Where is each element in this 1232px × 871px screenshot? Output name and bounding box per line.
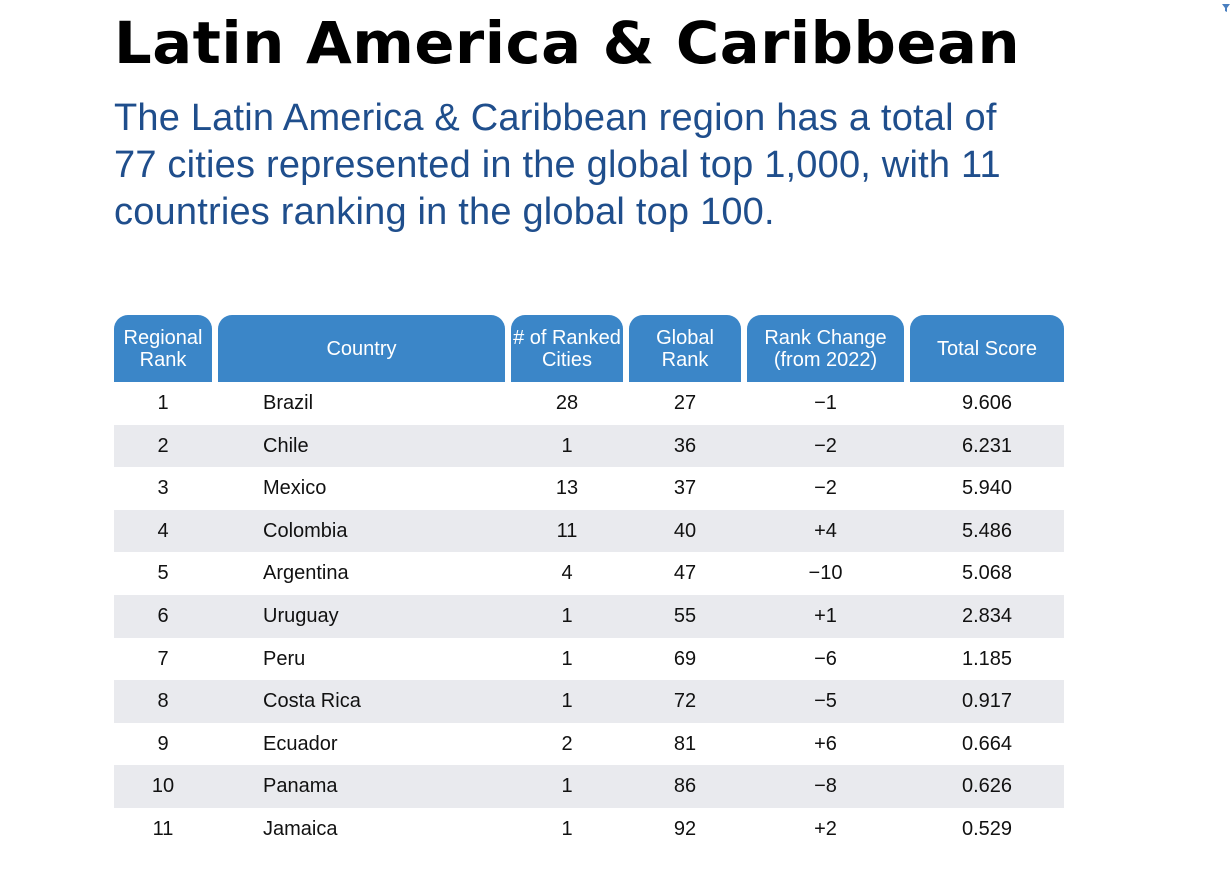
cell-regional-rank: 2: [157, 434, 169, 457]
cell-global-rank: 86: [673, 775, 697, 798]
cell-rank-change: −2: [814, 434, 837, 457]
table-row: 2 Chile 1 36 −2 6.231: [114, 424, 1064, 468]
cell-global-rank: 27: [673, 392, 697, 414]
cell-global-rank: 92: [673, 817, 697, 840]
cell-ranked-cities: 1: [561, 817, 573, 840]
table-row: 8 Costa Rica 1 72 −5 0.917: [114, 680, 1064, 723]
cell-regional-rank: 9: [157, 732, 169, 755]
cell-regional-rank: 7: [157, 647, 169, 670]
table-row: 4 Colombia 11 40 +4 5.486: [114, 509, 1064, 553]
cell-total-score: 0.529: [961, 817, 1013, 840]
cell-regional-rank: 6: [157, 604, 169, 627]
table-row: 5 Argentina 4 47 −10 5.068: [114, 552, 1064, 595]
cell-country: Panama: [263, 775, 338, 798]
cell-total-score: 0.917: [961, 690, 1013, 713]
header-country: Country: [218, 315, 505, 382]
table-row: 6 Uruguay 1 55 +1 2.834: [114, 594, 1064, 638]
cell-ranked-cities: 1: [561, 604, 573, 627]
cell-regional-rank: 4: [157, 519, 169, 542]
cell-total-score: 5.940: [961, 477, 1013, 500]
header-global-rank: Global Rank: [629, 315, 741, 382]
rankings-table: Regional Rank Country # of Ranked Cities…: [114, 315, 1064, 851]
cell-ranked-cities: 2: [561, 732, 573, 755]
cell-ranked-cities: 1: [561, 647, 573, 670]
cell-country: Peru: [263, 647, 306, 670]
cell-global-rank: 40: [673, 519, 697, 542]
cell-regional-rank: 3: [157, 477, 169, 500]
table-body: 1 Brazil 28 27 −1 9.606 2 Chile 1 36 −2 …: [114, 382, 1064, 851]
page-title: Latin America & Caribbean: [114, 9, 1021, 77]
table-row: 11 Jamaica 1 92 +2 0.529: [114, 808, 1064, 851]
header-rank-change: Rank Change (from 2022): [747, 315, 904, 382]
cell-total-score: 2.834: [961, 604, 1013, 627]
cell-ranked-cities: 11: [556, 519, 578, 542]
cell-country: Brazil: [263, 392, 314, 414]
cell-ranked-cities: 1: [561, 775, 573, 798]
cell-rank-change: −5: [814, 690, 837, 713]
cell-country: Mexico: [263, 477, 327, 500]
cell-rank-change: −2: [814, 477, 837, 500]
cell-ranked-cities: 1: [561, 690, 573, 713]
cell-global-rank: 47: [673, 562, 697, 585]
table-row: 7 Peru 1 69 −6 1.185: [114, 638, 1064, 681]
cell-country: Costa Rica: [263, 690, 361, 713]
cell-global-rank: 55: [673, 604, 697, 627]
cell-country: Uruguay: [263, 604, 339, 627]
cell-ranked-cities: 13: [555, 477, 579, 500]
cell-global-rank: 36: [673, 434, 697, 457]
cell-global-rank: 69: [673, 647, 697, 670]
cell-total-score: 1.185: [961, 647, 1013, 670]
cell-rank-change: −8: [814, 775, 837, 798]
table-row: 1 Brazil 28 27 −1 9.606: [114, 382, 1064, 425]
cell-regional-rank: 1: [157, 392, 169, 414]
cell-global-rank: 72: [673, 690, 697, 713]
cell-regional-rank: 10: [151, 775, 175, 798]
cell-rank-change: +4: [814, 519, 837, 542]
cell-country: Chile: [263, 434, 309, 457]
cell-ranked-cities: 4: [561, 562, 573, 585]
table-row: 10 Panama 1 86 −8 0.626: [114, 765, 1064, 808]
cell-total-score: 5.486: [961, 519, 1013, 542]
cell-total-score: 5.068: [961, 562, 1013, 585]
cell-global-rank: 37: [673, 477, 697, 500]
cell-country: Ecuador: [263, 732, 338, 755]
header-total-score: Total Score: [910, 315, 1064, 382]
cell-rank-change: −6: [814, 647, 837, 670]
header-regional-rank: Regional Rank: [114, 315, 212, 382]
table-row: 3 Mexico 13 37 −2 5.940: [114, 467, 1064, 510]
cell-rank-change: +2: [814, 817, 837, 840]
cell-rank-change: −1: [814, 392, 837, 414]
page-subtitle: The Latin America & Caribbean region has…: [114, 97, 1001, 233]
table-header: Regional Rank Country # of Ranked Cities…: [114, 315, 1064, 382]
cell-ranked-cities: 1: [561, 434, 573, 457]
table-row: 9 Ecuador 2 81 +6 0.664: [114, 723, 1064, 766]
cell-rank-change: −10: [808, 562, 843, 585]
header-ranked-cities: # of Ranked Cities: [511, 315, 623, 382]
cell-country: Colombia: [263, 519, 348, 542]
cell-total-score: 0.626: [961, 775, 1013, 798]
cell-regional-rank: 5: [157, 562, 169, 585]
cell-country: Argentina: [263, 562, 349, 585]
cell-rank-change: +6: [814, 732, 837, 755]
filter-icon: [1222, 4, 1230, 12]
cell-total-score: 0.664: [961, 732, 1013, 755]
cell-ranked-cities: 28: [555, 392, 579, 414]
cell-global-rank: 81: [673, 732, 697, 755]
cell-rank-change: +1: [814, 604, 837, 627]
cell-regional-rank: 8: [157, 690, 169, 713]
cell-total-score: 9.606: [961, 392, 1013, 414]
cell-regional-rank: 11: [152, 817, 174, 840]
cell-country: Jamaica: [263, 817, 338, 840]
cell-total-score: 6.231: [961, 434, 1013, 457]
